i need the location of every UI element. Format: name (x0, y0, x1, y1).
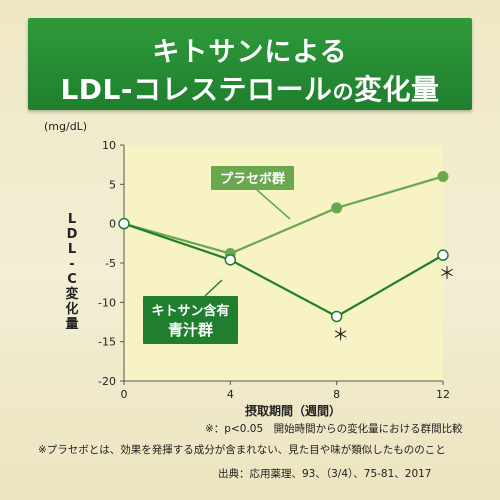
y-axis-label-char: L (67, 212, 77, 227)
placebo-label-box (211, 166, 294, 190)
data-point-chitosan (330, 310, 343, 323)
significance-note: ※：p<0.05 開始時間からの変化量における群間比較 (205, 423, 463, 435)
title-line2-main: LDL-コレステロール (60, 73, 333, 106)
y-tick-label: -10 (98, 296, 116, 309)
series-line-chitosan (123, 222, 444, 318)
data-point-chitosan (437, 249, 449, 261)
data-point-chitosan (118, 217, 130, 230)
data-point-chitosan (224, 254, 237, 266)
chitosan-label-box (143, 296, 238, 344)
significance-asterisk: ＊ (439, 264, 456, 284)
y-tick-label: 5 (109, 178, 116, 191)
x-tick-label: 4 (227, 388, 234, 401)
y-tick-label: -15 (98, 336, 116, 349)
chitosan-label-text-line1: キトサン含有 (151, 303, 229, 319)
y-axis-label-char: C (67, 272, 77, 287)
x-tick-label: 0 (121, 388, 128, 401)
title-line1: キトサンによる (152, 37, 348, 68)
series-line-placebo (123, 175, 444, 255)
chitosan-label-text-line2: 青汁群 (168, 321, 213, 339)
y-axis-label-char: L (67, 242, 77, 257)
placebo-label-pointer (256, 189, 291, 220)
x-tick-label: 12 (436, 388, 450, 401)
significance-asterisk: ＊ (332, 325, 349, 345)
y-tick-label: -5 (105, 257, 116, 270)
data-point-placebo (437, 170, 449, 182)
placebo-note: ※プラセボとは、効果を発揮する成分が含まれない、見た目や味が類似したもののこと (38, 444, 446, 456)
chitosan-label-pointer (204, 279, 223, 297)
y-axis-label-char: D (66, 227, 78, 242)
y-axis-label-char: 変 (65, 287, 79, 302)
y-axis-label-char: 化 (65, 302, 79, 317)
placebo-label-text: プラセボ群 (220, 171, 285, 187)
x-tick-label: 8 (333, 388, 340, 401)
title-banner: キトサンによる LDL-コレステロールの変化量 (28, 18, 472, 110)
unit-label: (mg/dL) (44, 120, 88, 133)
x-axis-label: 摂取期間（週間） (245, 404, 342, 418)
title-line2-particle: の (332, 80, 355, 104)
title-line2: LDL-コレステロールの変化量 (28, 68, 472, 108)
y-tick-label: -20 (98, 375, 116, 388)
y-tick-label: 10 (102, 139, 116, 152)
y-axis-label-char: 量 (65, 317, 79, 332)
source-note: 出典：応用薬理、93、（3/4）、75-81、2017 (218, 468, 432, 480)
y-axis-label-char: - (69, 257, 75, 272)
y-tick-label: 0 (109, 218, 116, 231)
title-line2-end: 変化量 (354, 73, 440, 106)
data-point-placebo (331, 202, 343, 214)
